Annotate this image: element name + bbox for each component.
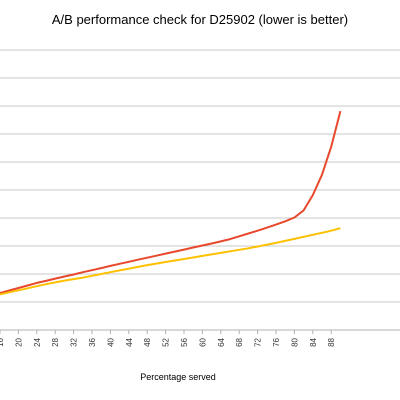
x-tick-label: 28 xyxy=(51,337,60,346)
gridlines xyxy=(0,49,400,331)
x-tick-label: 32 xyxy=(70,337,79,346)
series-line-1 xyxy=(0,110,342,295)
x-tick-label: 48 xyxy=(143,337,152,346)
x-tick-label: 88 xyxy=(327,337,336,346)
x-tick-label: 44 xyxy=(125,337,134,346)
series-lines xyxy=(0,110,342,296)
x-tick-label: 16 xyxy=(0,337,5,346)
x-tick-label: 80 xyxy=(290,337,299,346)
x-tick-label: 40 xyxy=(106,337,115,346)
x-tick-label: 52 xyxy=(162,337,171,346)
x-tick-label: 56 xyxy=(180,337,189,346)
series-line-2 xyxy=(0,227,341,296)
chart-title: A/B performance check for D25902 (lower … xyxy=(51,12,349,27)
x-tick-label: 36 xyxy=(88,337,97,346)
x-tick-label: 64 xyxy=(217,337,226,346)
x-axis-label: Percentage served xyxy=(140,372,216,382)
x-tick-label: 60 xyxy=(198,337,207,346)
x-tick-label: 24 xyxy=(33,337,42,346)
x-tick-label: 68 xyxy=(235,337,244,346)
x-tick-label: 76 xyxy=(272,337,281,346)
x-tick-label: 84 xyxy=(309,337,318,346)
x-tick-label: 20 xyxy=(14,337,23,346)
x-axis: 16 20 24 28 32 36 40 44 48 52 56 60 64 68 72 76 80 84 88 xyxy=(0,329,400,347)
x-tick-label: 72 xyxy=(254,337,263,346)
